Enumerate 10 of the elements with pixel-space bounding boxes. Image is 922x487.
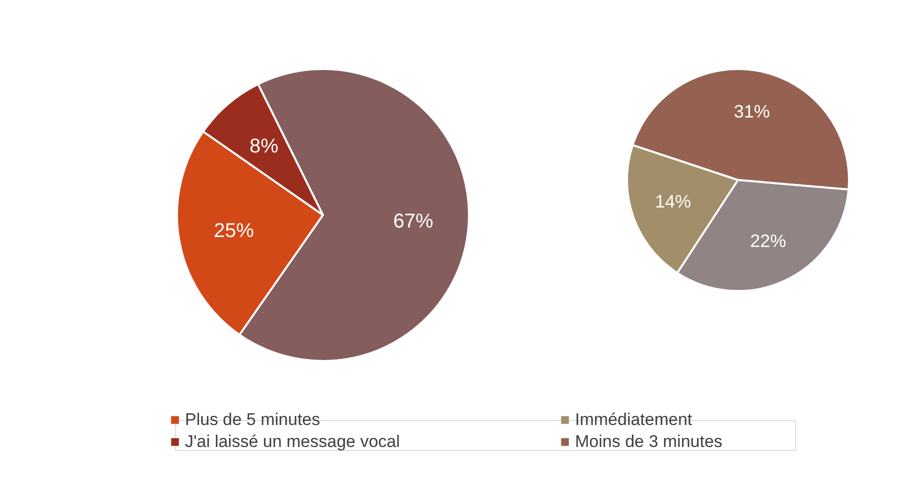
data-label: 67% <box>393 210 434 233</box>
legend-label: J'ai laissé un message vocal <box>185 432 400 451</box>
data-label: 31% <box>734 102 770 122</box>
legend-label: Moins de 3 minutes <box>575 432 722 451</box>
data-label: 8% <box>249 135 279 158</box>
data-label: 22% <box>750 230 786 251</box>
data-label: 14% <box>655 192 692 212</box>
legend-label: Immédiatement <box>575 410 692 429</box>
legend-label: Plus de 5 minutes <box>185 410 320 429</box>
data-label: 25% <box>214 220 254 242</box>
